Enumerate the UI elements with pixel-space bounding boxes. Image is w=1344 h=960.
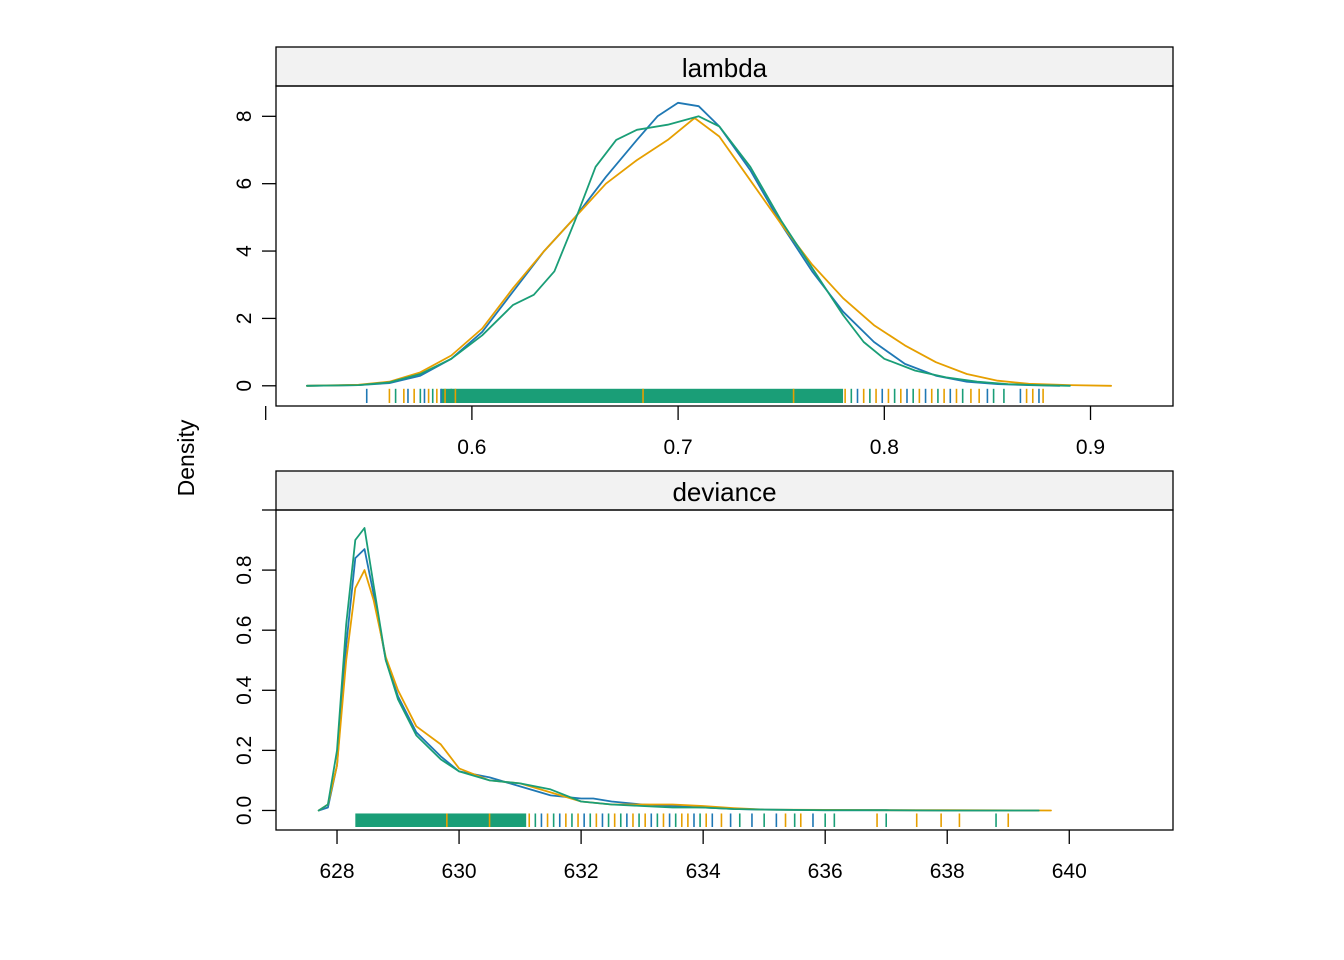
- density-line-chain-1: [306, 101, 1061, 387]
- x-tick-label: 634: [686, 860, 721, 883]
- y-tick-label: 6: [233, 178, 256, 190]
- x-tick-label: 0.7: [664, 436, 693, 459]
- panel-lambda: lambda 0 2 4 6 8 0.6 0.7 0.8 0.9: [233, 46, 1174, 459]
- panel-deviance: deviance 0.0 0.2 0.4 0.6 0.8 628 630 632 634 636 63…: [233, 470, 1174, 883]
- x-tick-label: 0.6: [457, 436, 486, 459]
- plot-area: [306, 101, 1112, 403]
- panel-title: deviance: [672, 477, 776, 507]
- panel-strip: [275, 46, 1174, 87]
- density-line-chain-2: [306, 117, 1112, 387]
- density-line-chain-3: [306, 115, 1071, 387]
- x-tick-label: 0.9: [1076, 436, 1105, 459]
- y-tick-label: 0.4: [233, 675, 256, 705]
- plot-frame: [275, 509, 1174, 831]
- x-tick-label: 628: [319, 860, 354, 883]
- density-line-chain-3: [317, 527, 1040, 812]
- panel-strip: [275, 470, 1174, 511]
- x-tick-label: 630: [442, 860, 477, 883]
- y-axis-label: Density: [173, 419, 199, 496]
- y-tick-label: 0.8: [233, 555, 256, 584]
- plot-area: [317, 527, 1052, 827]
- x-tick-label: 636: [808, 860, 843, 883]
- y-tick-label: 0.0: [233, 796, 256, 825]
- plot-frame: [275, 85, 1174, 407]
- x-tick-label: 638: [930, 860, 965, 883]
- density-line-chain-2: [317, 569, 1052, 812]
- y-tick-label: 4: [233, 245, 256, 257]
- y-tick-label: 8: [233, 110, 256, 122]
- density-line-chain-1: [317, 548, 1040, 812]
- y-tick-label: 0.2: [233, 736, 256, 765]
- x-tick-label: 632: [564, 860, 599, 883]
- y-tick-label: 0.6: [233, 616, 256, 645]
- rug-dense-band: [355, 813, 527, 827]
- rug-dense-band: [440, 388, 844, 403]
- x-tick-label: 0.8: [870, 436, 899, 459]
- y-tick-label: 0: [233, 380, 256, 392]
- y-tick-label: 2: [233, 313, 256, 325]
- x-tick-label: 640: [1052, 860, 1087, 883]
- panel-title: lambda: [682, 53, 768, 83]
